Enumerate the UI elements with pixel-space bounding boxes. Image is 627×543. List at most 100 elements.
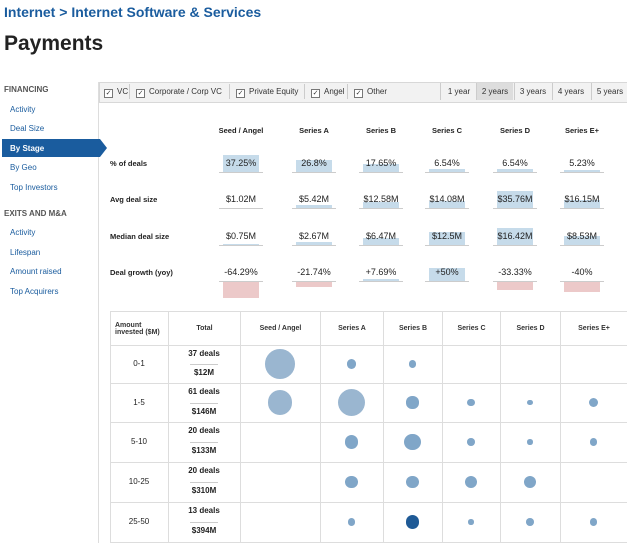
value-label: $8.53M [566, 231, 598, 241]
sidebar-item[interactable]: Top Acquirers [10, 287, 59, 296]
table-cell [500, 345, 561, 384]
bubble[interactable] [589, 518, 598, 526]
bubble[interactable] [346, 359, 357, 369]
baseline [425, 245, 469, 246]
value-label: -21.74% [297, 267, 331, 277]
column-header: Series D [499, 126, 531, 135]
bubble[interactable] [406, 475, 419, 489]
bubble[interactable] [589, 438, 598, 446]
total-sep [190, 402, 218, 404]
value-label: 17.65% [365, 158, 397, 168]
total-amount: $310M [191, 486, 217, 495]
bubble[interactable] [404, 433, 421, 451]
value-label: $35.76M [497, 194, 533, 204]
value-label: $1.02M [225, 194, 257, 204]
bubble[interactable] [588, 397, 599, 408]
sidebar-item[interactable]: Deal Size [10, 124, 45, 134]
breadcrumb-separator: > [59, 4, 68, 20]
total-sep [190, 364, 218, 365]
bubble[interactable] [344, 435, 359, 449]
sidebar-item[interactable]: By Stage [10, 143, 45, 153]
sidebar-item[interactable]: Top Investors [10, 183, 58, 192]
bubble[interactable] [406, 396, 419, 409]
baseline [292, 245, 336, 246]
value-label: $14.08M [429, 194, 465, 204]
value-shade [223, 244, 259, 245]
bubble[interactable] [527, 399, 533, 406]
baseline [219, 245, 263, 246]
period-tab[interactable]: 4 years [552, 83, 589, 100]
checkbox[interactable]: ✓ [136, 89, 145, 98]
value-shade [497, 228, 533, 245]
page-title: Payments [4, 32, 104, 55]
table-cell [240, 502, 321, 543]
checkbox[interactable]: ✓ [311, 89, 320, 98]
table-header: Series C [442, 311, 501, 346]
baseline [425, 208, 469, 209]
period-tab[interactable]: 1 year [440, 83, 477, 100]
period-tab[interactable]: 5 years [591, 83, 627, 100]
sidebar-section-title: EXITS AND M&A [4, 208, 67, 218]
baseline [425, 172, 469, 173]
filter-checkbox[interactable]: ✓ Corporate / Corp VC [136, 87, 222, 98]
table-cell [240, 422, 321, 463]
bubble[interactable] [526, 518, 534, 526]
period-tab[interactable]: 3 years [514, 83, 551, 100]
bubble[interactable] [467, 398, 475, 407]
baseline [292, 281, 336, 282]
baseline [493, 208, 537, 209]
table-header: Amount invested ($M) [110, 311, 169, 346]
row-label: Median deal size [110, 232, 170, 241]
baseline [292, 208, 336, 209]
bubble[interactable] [467, 438, 475, 446]
baseline [359, 172, 403, 173]
value-label: -40% [571, 267, 593, 277]
value-label: $2.67M [298, 231, 330, 241]
sidebar-section-title: FINANCING [4, 85, 49, 94]
total-sep [190, 482, 218, 483]
sidebar-item[interactable]: By Geo [10, 163, 37, 173]
bubble[interactable] [338, 389, 365, 416]
filter-checkbox[interactable]: ✓ Angel [311, 87, 344, 98]
checkbox[interactable]: ✓ [354, 89, 363, 98]
value-shade [564, 236, 600, 245]
bubble[interactable] [405, 515, 420, 529]
bubble[interactable] [523, 475, 537, 489]
value-label: $16.42M [497, 231, 533, 241]
baseline [560, 172, 604, 173]
total-sep [190, 442, 218, 443]
breadcrumb-link[interactable]: Internet [4, 4, 56, 20]
filter-checkbox[interactable]: ✓ Other [354, 87, 387, 98]
bubble[interactable] [527, 439, 533, 445]
value-shade [223, 155, 259, 172]
bubble[interactable] [345, 475, 358, 489]
range-label: 0-1 [133, 359, 145, 368]
bubble[interactable] [468, 519, 474, 525]
table-header: Series D [500, 311, 561, 346]
bubble[interactable] [265, 349, 295, 379]
bubble[interactable] [464, 475, 478, 489]
table-cell [560, 462, 627, 503]
checkbox[interactable]: ✓ [104, 89, 113, 98]
filter-checkbox[interactable]: ✓ Private Equity [236, 87, 298, 98]
checkbox[interactable]: ✓ [236, 89, 245, 98]
bubble[interactable] [347, 518, 356, 526]
value-shade [564, 281, 600, 292]
bubble[interactable] [267, 390, 293, 415]
sidebar-item[interactable]: Lifespan [10, 247, 41, 257]
row-label: Avg deal size [110, 195, 158, 204]
bubble[interactable] [408, 360, 417, 368]
sidebar-item[interactable]: Activity [10, 228, 36, 238]
value-shade [429, 267, 465, 281]
value-shade [296, 205, 332, 208]
range-label: 10-25 [128, 477, 150, 486]
sidebar-item[interactable]: Amount raised [10, 267, 62, 277]
selected-arrow [100, 138, 107, 157]
filter-checkbox[interactable]: ✓ VC [104, 87, 128, 98]
breadcrumb-link[interactable]: Internet Software & Services [71, 4, 262, 20]
period-tab[interactable]: 2 years [476, 83, 513, 100]
value-label: +7.69% [365, 267, 397, 277]
total-amount: $394M [191, 526, 217, 535]
column-header: Series B [365, 126, 397, 135]
sidebar-item[interactable]: Activity [10, 104, 36, 114]
